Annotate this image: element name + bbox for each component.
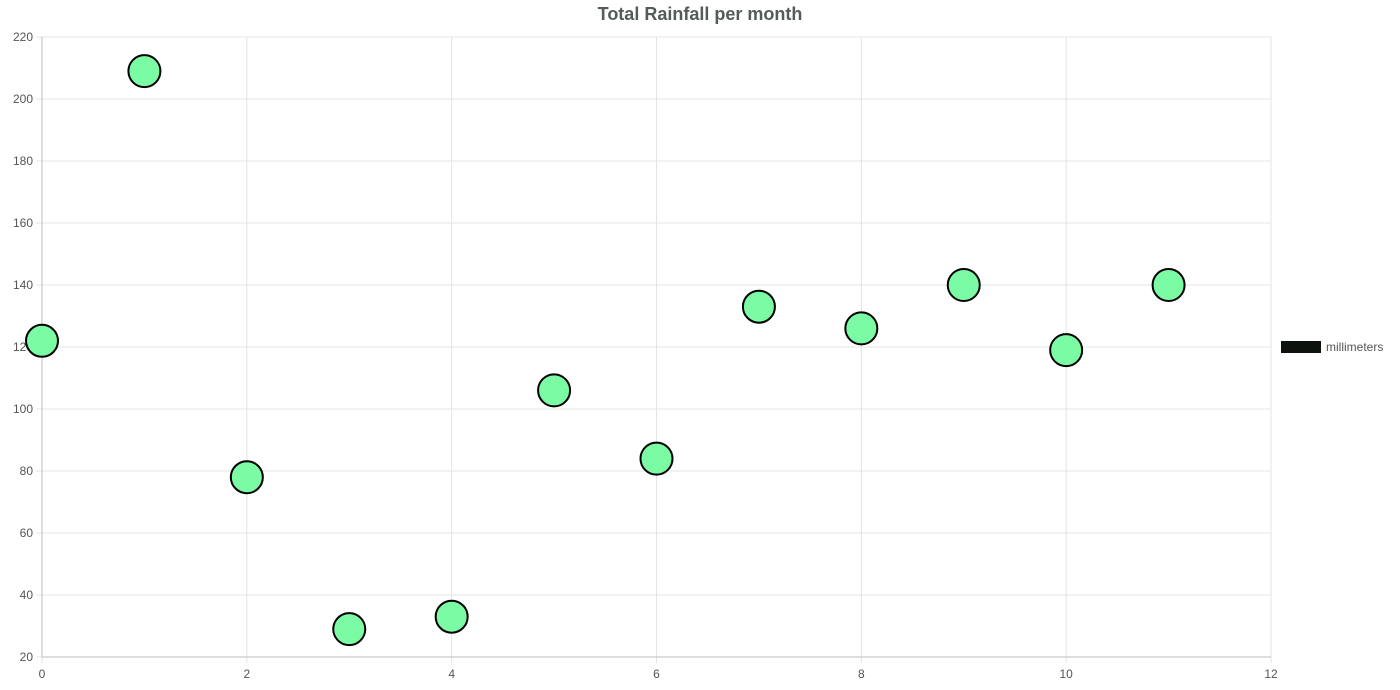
y-tick-label: 80 xyxy=(20,464,34,478)
data-point[interactable] xyxy=(1151,268,1186,302)
legend-swatch[interactable] xyxy=(1281,341,1321,353)
x-tick-label: 4 xyxy=(448,667,455,681)
x-tick-label: 8 xyxy=(858,667,865,681)
y-tick-label: 180 xyxy=(13,154,33,168)
data-point[interactable] xyxy=(946,268,981,302)
data-point[interactable] xyxy=(434,599,469,634)
data-point[interactable] xyxy=(639,441,674,476)
data-point[interactable] xyxy=(25,323,59,358)
data-point[interactable] xyxy=(537,373,572,408)
y-tick-label: 20 xyxy=(20,650,34,664)
y-tick-label: 220 xyxy=(13,30,33,44)
legend-label[interactable]: millimeters xyxy=(1326,340,1384,354)
data-point[interactable] xyxy=(332,612,367,647)
y-tick-label: 160 xyxy=(13,216,33,230)
y-tick-label: 140 xyxy=(13,278,33,292)
x-tick-label: 10 xyxy=(1059,667,1073,681)
data-point[interactable] xyxy=(1049,333,1084,368)
y-tick-label: 60 xyxy=(20,526,34,540)
x-tick-label: 6 xyxy=(653,667,660,681)
points-layer xyxy=(25,54,1186,647)
grid-layer xyxy=(36,36,1272,663)
y-tick-label: 200 xyxy=(13,92,33,106)
y-tick-label: 100 xyxy=(13,402,33,416)
data-point[interactable] xyxy=(844,311,879,346)
y-tick-label: 40 xyxy=(20,588,34,602)
data-point[interactable] xyxy=(127,54,162,89)
x-tick-label: 2 xyxy=(243,667,250,681)
x-tick-label: 0 xyxy=(39,667,46,681)
data-point[interactable] xyxy=(229,460,264,495)
x-tick-label: 12 xyxy=(1264,667,1278,681)
chart-title: Total Rainfall per month xyxy=(597,4,803,24)
data-point[interactable] xyxy=(741,289,776,324)
legend[interactable]: millimeters xyxy=(1281,340,1383,354)
